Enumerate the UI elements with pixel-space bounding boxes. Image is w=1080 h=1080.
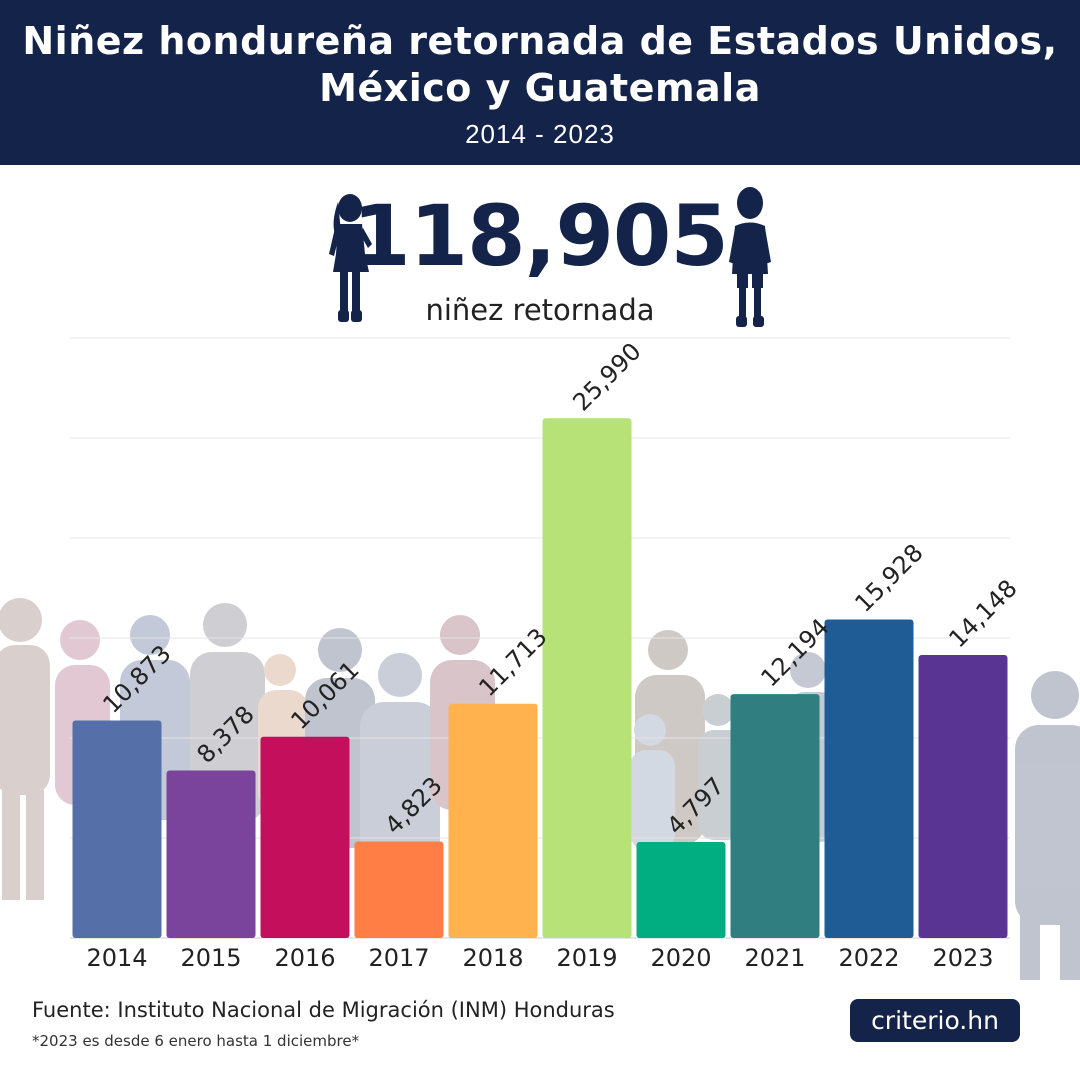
header: Niñez hondureña retornada de Estados Uni…: [0, 0, 1080, 165]
x-tick-label-2019: 2019: [556, 944, 617, 972]
boy-silhouette-icon: [729, 187, 771, 327]
x-tick-label-2023: 2023: [932, 944, 993, 972]
x-tick-label-2015: 2015: [180, 944, 241, 972]
bar-2018[interactable]: [448, 703, 538, 938]
x-tick-label-2014: 2014: [86, 944, 147, 972]
footnote: *2023 es desde 6 enero hasta 1 diciembre…: [32, 1032, 360, 1050]
value-label-2021: 12,194: [755, 613, 834, 692]
bar-2023[interactable]: [918, 655, 1008, 938]
x-tick-label-2021: 2021: [744, 944, 805, 972]
value-label-2017: 4,823: [379, 771, 447, 839]
x-tick-label-2020: 2020: [650, 944, 711, 972]
source-note: Fuente: Instituto Nacional de Migración …: [32, 998, 615, 1022]
bar-2022[interactable]: [824, 619, 914, 938]
value-label-2014: 10,873: [97, 640, 176, 719]
value-label-2019: 25,990: [567, 337, 646, 416]
x-tick-label-2018: 2018: [462, 944, 523, 972]
girl-silhouette-icon: [329, 194, 372, 322]
x-tick-label-2016: 2016: [274, 944, 335, 972]
value-label-2015: 8,378: [191, 700, 259, 768]
page-subtitle: 2014 - 2023: [465, 119, 615, 149]
bar-2015[interactable]: [166, 770, 256, 938]
value-label-2018: 11,713: [473, 623, 552, 702]
total-returned-label: niñez retornada: [425, 293, 655, 327]
value-label-2023: 14,148: [943, 574, 1022, 653]
bar-2021[interactable]: [730, 694, 820, 938]
bar-2019[interactable]: [542, 418, 632, 938]
bar-2020[interactable]: [636, 842, 726, 938]
value-label-2022: 15,928: [849, 538, 928, 617]
bar-2016[interactable]: [260, 736, 350, 938]
x-tick-label-2022: 2022: [838, 944, 899, 972]
x-tick-label-2017: 2017: [368, 944, 429, 972]
crowd-background-illustration: [0, 598, 1080, 980]
title-line-1: Niñez hondureña retornada de Estados Uni…: [22, 19, 1058, 63]
value-label-2016: 10,061: [285, 656, 364, 735]
bar-2014[interactable]: [72, 720, 162, 938]
page-title: Niñez hondureña retornada de Estados Uni…: [0, 18, 1080, 112]
title-line-2: México y Guatemala: [319, 66, 761, 110]
value-label-2020: 4,797: [661, 772, 729, 840]
brand-logo[interactable]: criterio.hn: [850, 999, 1020, 1042]
total-returned-value: 118,905: [352, 187, 729, 285]
bar-2017[interactable]: [354, 841, 444, 938]
